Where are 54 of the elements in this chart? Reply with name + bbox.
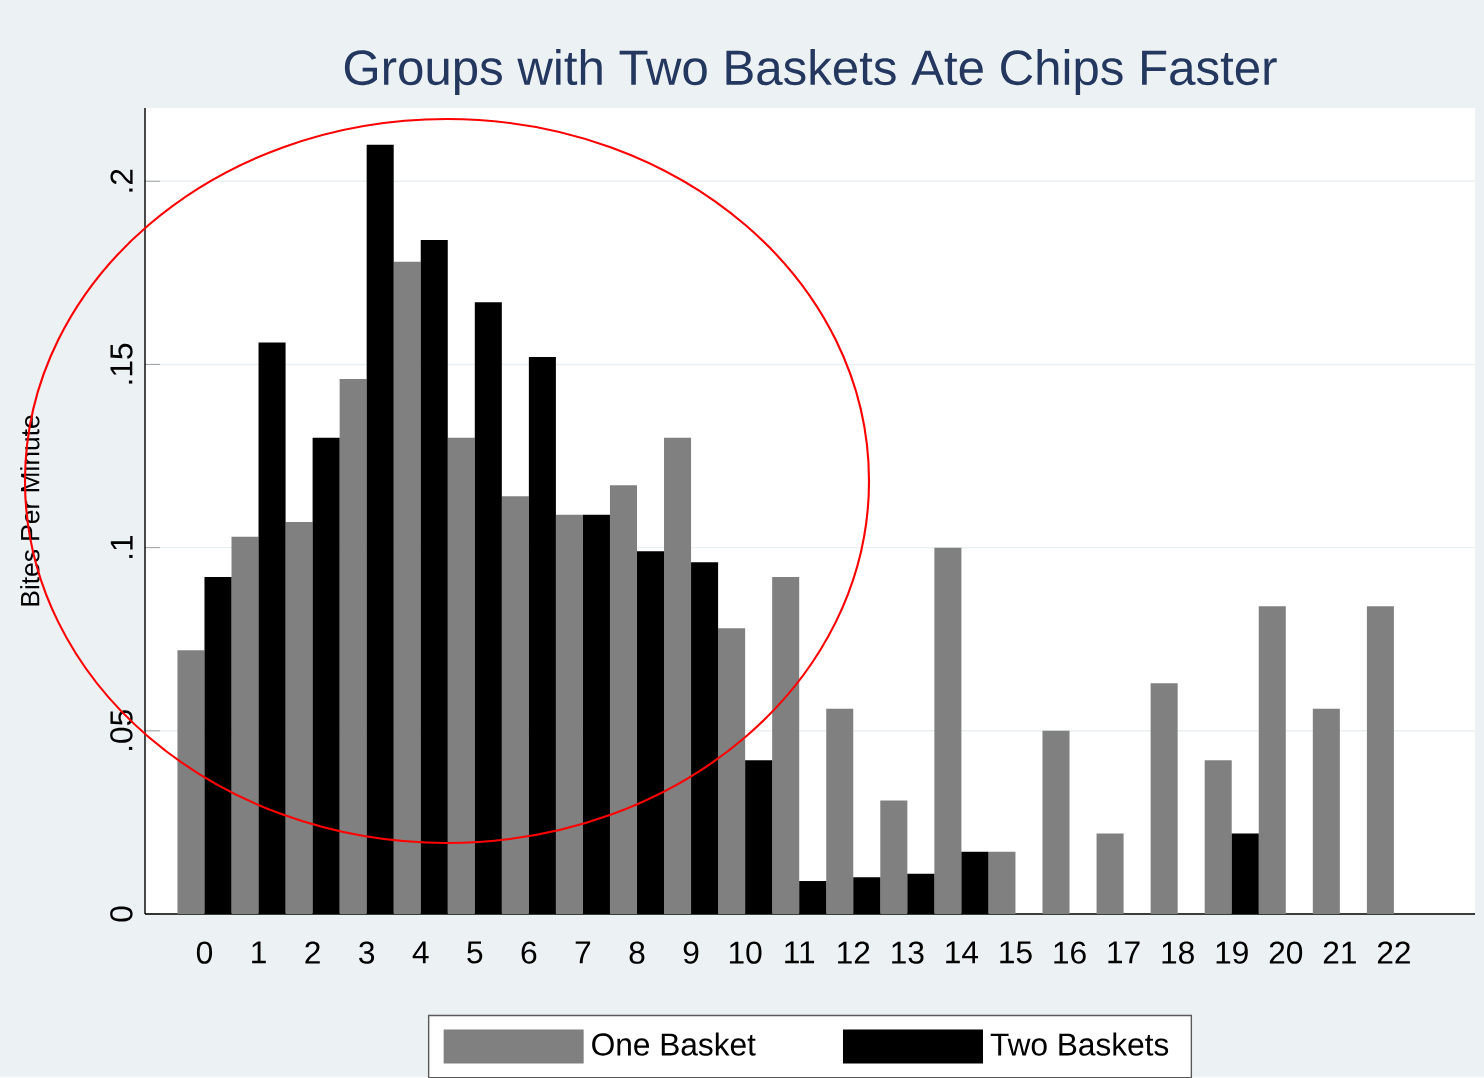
x-tick-label: 5: [467, 941, 483, 964]
x-tick-label: 12: [838, 941, 870, 964]
x-tick-label: 17: [1108, 941, 1140, 963]
x-tick-label: 2: [305, 941, 320, 964]
x-tick-label: 11: [785, 941, 815, 963]
x-tick-label: 19: [1216, 941, 1248, 964]
x-tick-label: 22: [1377, 941, 1410, 964]
bar: [1150, 682, 1178, 914]
y-tick-label: .1: [110, 535, 133, 558]
bar: [664, 437, 692, 914]
bar: [1258, 606, 1286, 914]
x-tick-label: 9: [683, 941, 699, 964]
bar: [501, 496, 529, 914]
bar: [1312, 708, 1340, 914]
bar: [609, 485, 637, 914]
x-tick-label: 4: [412, 941, 429, 963]
bar: [285, 521, 313, 914]
bar: [1042, 730, 1070, 914]
bar: [934, 547, 962, 914]
x-tick-label: 8: [629, 941, 645, 964]
x-tick-label: 1: [252, 941, 266, 963]
bar: [1366, 606, 1394, 914]
x-tick-label: 14: [946, 941, 979, 963]
bar: [1204, 759, 1232, 914]
bar: [555, 514, 583, 914]
legend-label: Two Baskets: [990, 1032, 1169, 1056]
bar: [880, 800, 908, 914]
x-tick-label: 13: [892, 941, 924, 964]
bar: [447, 437, 475, 914]
bar: [393, 261, 421, 914]
x-tick-label: 20: [1269, 941, 1303, 964]
x-tick-label: 7: [575, 941, 591, 963]
bar: [772, 576, 800, 914]
x-tick-label: 15: [1000, 941, 1032, 964]
bar: [339, 378, 367, 914]
x-tick-label: 3: [359, 941, 375, 964]
y-tick-label: 0: [110, 906, 133, 922]
bar: [826, 708, 854, 914]
y-tick-label: .15: [110, 343, 133, 384]
x-tick-label: 0: [196, 941, 213, 964]
bar: [231, 536, 259, 914]
bar: [177, 650, 205, 914]
legend-label: One Basket: [592, 1032, 756, 1056]
x-tick-label: 21: [1323, 941, 1356, 964]
y-tick-label: .2: [110, 169, 133, 192]
x-tick-label: 16: [1054, 941, 1086, 964]
y-tick-label: .05: [110, 709, 133, 750]
chart-title: Groups with Two Baskets Ate Chips Faster: [344, 48, 1277, 95]
bar: [718, 628, 746, 914]
x-tick-label: 10: [729, 941, 762, 964]
x-tick-label: 6: [521, 941, 537, 964]
bar: [1096, 833, 1124, 914]
bar: [988, 851, 1016, 914]
x-tick-label: 18: [1162, 941, 1194, 964]
